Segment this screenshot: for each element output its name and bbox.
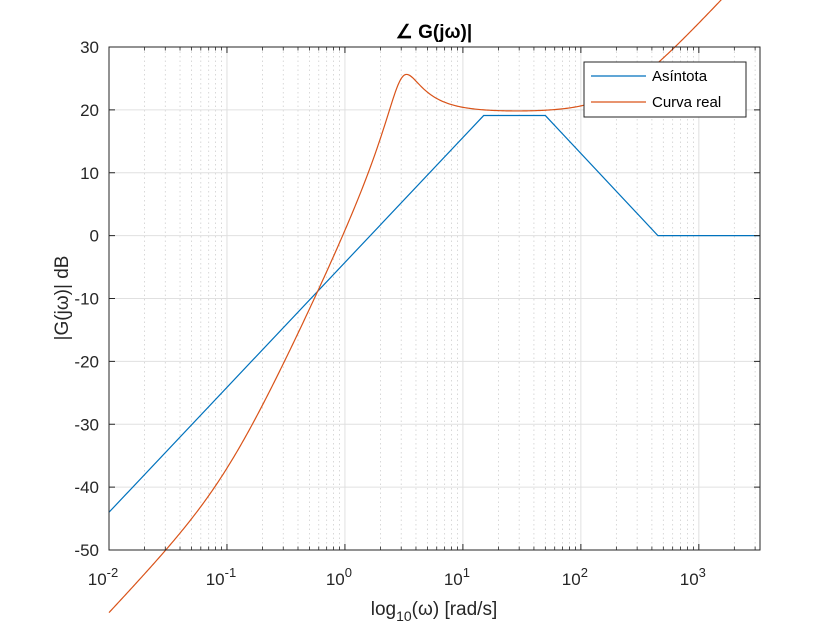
legend-label: Curva real: [652, 94, 721, 111]
y-axis-title: |G(jω)| dB: [52, 256, 73, 341]
ticks-layer: 10-2 10-1 100 101 102 1033020100-10-20-30-40-…: [74, 38, 760, 589]
x-tick-label: 10-2: [88, 565, 118, 589]
y-tick-label: -50: [74, 541, 99, 560]
x-axis-title-sub: 10: [396, 608, 412, 624]
x-tick-label: 100: [326, 565, 352, 589]
x-tick-label: 10-1: [206, 565, 236, 589]
y-tick-label: -20: [74, 352, 99, 371]
y-tick-label: -30: [74, 415, 99, 434]
x-axis-title-main: log: [371, 599, 396, 620]
series-line-asintota: [108, 114, 760, 513]
x-axis-title-rest: (ω) [rad/s]: [412, 599, 498, 620]
minor-grid: [144, 47, 756, 550]
x-tick-label: 102: [562, 565, 588, 589]
chart-title: ∠ G(jω)|: [396, 22, 472, 43]
y-tick-label: -40: [74, 478, 99, 497]
y-tick-label: 30: [80, 38, 99, 57]
x-tick-label: 101: [444, 565, 470, 589]
major-grid: [109, 47, 760, 550]
legend: Asíntota Curva real: [583, 61, 747, 118]
x-axis-title: log10(ω) [rad/s]: [371, 599, 498, 624]
legend-box: [583, 61, 747, 118]
y-tick-label: 10: [80, 164, 99, 183]
y-tick-label: 20: [80, 101, 99, 120]
y-tick-label: -10: [74, 290, 99, 309]
x-tick-label: 103: [680, 565, 706, 589]
y-tick-label: 0: [90, 227, 99, 246]
legend-label: Asíntota: [652, 68, 708, 85]
